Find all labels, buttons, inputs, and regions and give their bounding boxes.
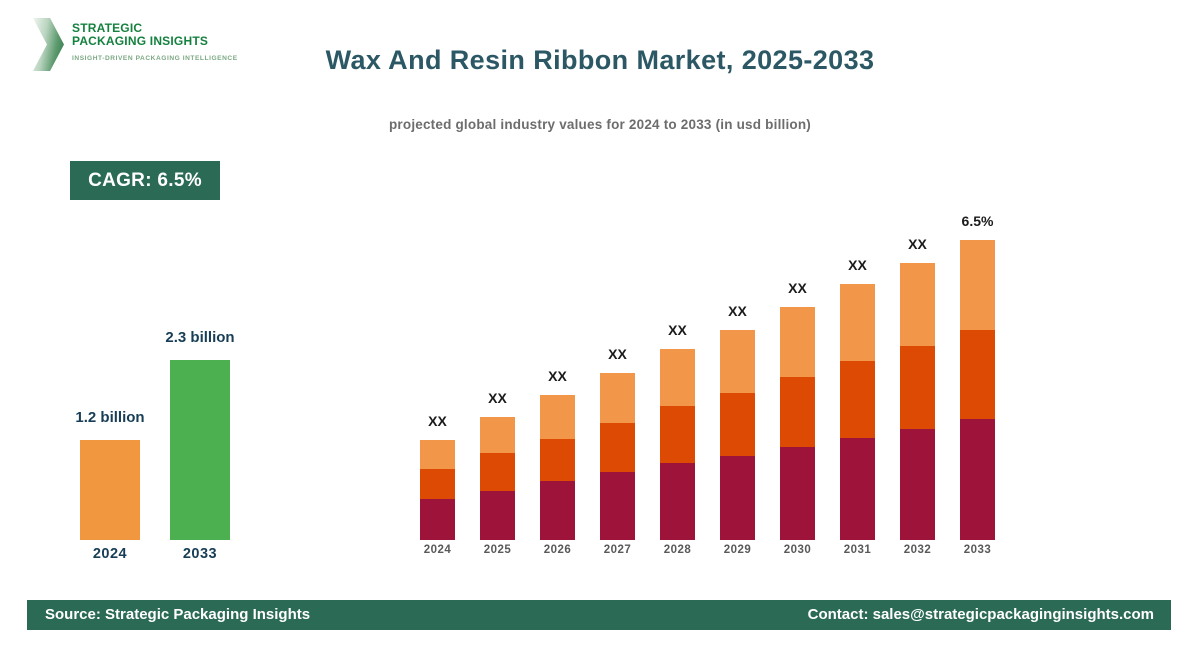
brand-name-line1: STRATEGIC: [72, 21, 143, 35]
bar-label-2033: 6.5%: [961, 213, 994, 229]
bar-2030-segment-top: [780, 307, 815, 377]
bar-2030-segment-bottom: [780, 447, 815, 540]
bar-label-2025: XX: [488, 390, 507, 406]
bar-2027-segment-top: [600, 373, 635, 423]
bar-2029-segment-bottom: [720, 456, 755, 540]
year-label-2025: 2025: [483, 544, 512, 556]
bar-label-2030: XX: [788, 280, 807, 296]
bar-label-2031: XX: [848, 257, 867, 273]
bar-2028-segment-bottom: [660, 463, 695, 540]
footer-bar: Source: Strategic Packaging Insights Con…: [27, 600, 1171, 630]
bar-2025-segment-middle: [480, 453, 515, 491]
bar-label-2026: XX: [548, 368, 567, 384]
mini-year-label-2024: 2024: [92, 546, 128, 562]
bar-2025-segment-bottom: [480, 491, 515, 540]
cagr-badge: CAGR: 6.5%: [70, 161, 220, 200]
bar-2029-segment-middle: [720, 393, 755, 456]
mini-value-label-2033: 2.3 billion: [165, 329, 235, 346]
bar-2026-segment-bottom: [540, 481, 575, 540]
year-label-2031: 2031: [843, 544, 872, 556]
brand-text: STRATEGIC PACKAGING INSIGHTS INSIGHT-DRI…: [72, 15, 238, 63]
brand-tagline: INSIGHT-DRIVEN PACKAGING INTELLIGENCE: [72, 55, 238, 62]
bar-2027-segment-bottom: [600, 472, 635, 540]
year-label-2032: 2032: [903, 544, 932, 556]
bar-2031-segment-bottom: [840, 438, 875, 540]
bar-2033-segment-middle: [960, 330, 995, 419]
bar-2026-segment-middle: [540, 439, 575, 481]
mini-bar-2033: [170, 360, 230, 540]
bar-2033-segment-top: [960, 240, 995, 330]
bar-2031-segment-middle: [840, 361, 875, 438]
bar-2032-segment-top: [900, 263, 935, 346]
bar-2025-segment-top: [480, 417, 515, 453]
year-label-2029: 2029: [723, 544, 752, 556]
page-title: Wax And Resin Ribbon Market, 2025-2033: [325, 45, 875, 75]
bar-2029-segment-top: [720, 330, 755, 393]
bar-label-2032: XX: [908, 236, 927, 252]
bar-2032-segment-middle: [900, 346, 935, 429]
bar-2031-segment-top: [840, 284, 875, 361]
bar-2028-segment-top: [660, 349, 695, 406]
bar-2024-segment-top: [420, 440, 455, 469]
bar-2033-segment-bottom: [960, 419, 995, 540]
mini-year-label-2033: 2033: [182, 546, 218, 562]
bar-label-2024: XX: [428, 413, 447, 429]
bar-2032-segment-bottom: [900, 429, 935, 540]
bar-label-2028: XX: [668, 322, 687, 338]
projection-stacked-chart: XX 2024 XX 2025 XX 2026 XX 2027 XX 2028 XX 2029 XX 20…: [400, 195, 1020, 565]
brand-name-line2: PACKAGING INSIGHTS: [72, 34, 209, 48]
footer-contact: Contact: sales@strategicpackaginginsight…: [807, 606, 1154, 623]
year-label-2028: 2028: [663, 544, 692, 556]
footer-source: Source: Strategic Packaging Insights: [45, 606, 311, 623]
bar-2030-segment-middle: [780, 377, 815, 447]
bar-label-2029: XX: [728, 303, 747, 319]
brand-logo: STRATEGIC PACKAGING INSIGHTS INSIGHT-DRI…: [33, 15, 238, 71]
page-subtitle: projected global industry values for 202…: [388, 117, 812, 132]
year-label-2030: 2030: [783, 544, 812, 556]
bar-2026-segment-top: [540, 395, 575, 439]
mini-value-label-2024: 1.2 billion: [75, 409, 145, 426]
year-label-2026: 2026: [543, 544, 572, 556]
bar-2028-segment-middle: [660, 406, 695, 463]
year-label-2024: 2024: [423, 544, 452, 556]
bar-2024-segment-middle: [420, 469, 455, 499]
mini-bar-2024: [80, 440, 140, 540]
bar-2024-segment-bottom: [420, 499, 455, 540]
summary-comparison-chart: 1.2 billion 2024 2.3 billion 2033: [60, 320, 250, 570]
year-label-2027: 2027: [603, 544, 632, 556]
bar-2027-segment-middle: [600, 423, 635, 472]
bar-label-2027: XX: [608, 346, 627, 362]
year-label-2033: 2033: [963, 544, 992, 556]
